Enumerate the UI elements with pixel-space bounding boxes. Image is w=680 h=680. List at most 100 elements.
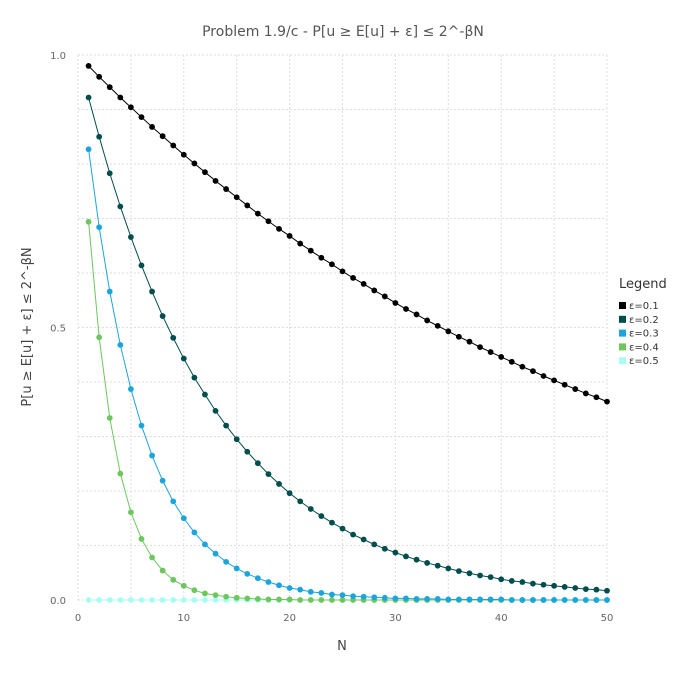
x-axis-label: N xyxy=(337,639,347,654)
legend-title: Legend xyxy=(619,277,667,292)
data-point xyxy=(85,63,92,69)
data-point xyxy=(350,531,356,538)
data-point xyxy=(265,596,272,603)
data-point xyxy=(244,595,251,602)
data-point xyxy=(244,448,251,455)
data-point xyxy=(233,594,240,601)
data-point xyxy=(434,562,441,569)
data-point xyxy=(233,436,240,443)
data-point xyxy=(85,218,92,225)
data-point xyxy=(487,574,494,581)
legend-label: ε=0.4 xyxy=(629,342,659,353)
data-point xyxy=(138,262,145,269)
data-point xyxy=(582,597,589,603)
data-point xyxy=(265,579,272,585)
data-point xyxy=(466,570,473,577)
data-point xyxy=(202,169,208,176)
data-point xyxy=(424,596,431,602)
data-point xyxy=(508,597,515,603)
data-point xyxy=(540,373,547,379)
data-point xyxy=(265,471,272,478)
data-point xyxy=(265,218,272,225)
data-point xyxy=(254,596,261,602)
data-point xyxy=(149,597,155,603)
data-point xyxy=(360,593,367,600)
data-point xyxy=(307,506,314,512)
data-point xyxy=(223,186,230,192)
data-point xyxy=(498,596,505,603)
data-point xyxy=(339,525,346,532)
legend-label: ε=0.3 xyxy=(629,329,659,340)
data-point xyxy=(339,268,346,275)
data-point xyxy=(159,477,166,484)
data-point xyxy=(318,590,325,596)
data-point xyxy=(371,541,378,548)
data-point xyxy=(180,582,187,589)
data-point xyxy=(551,377,557,384)
data-point xyxy=(149,124,155,130)
x-tick-label: 20 xyxy=(283,613,296,624)
y-axis-label: P[u ≥ E[u] + ε] ≤ 2^-βN xyxy=(20,247,35,406)
data-point xyxy=(96,334,103,341)
data-point xyxy=(254,575,261,582)
data-point xyxy=(455,568,462,575)
chart-title: Problem 1.9/c - P[u ≥ E[u] + ε] ≤ 2^-βN xyxy=(202,24,484,40)
data-point xyxy=(149,554,155,561)
data-point xyxy=(170,142,177,149)
data-point xyxy=(477,572,483,579)
data-point xyxy=(127,509,134,516)
data-point xyxy=(127,104,134,111)
data-point xyxy=(604,398,610,405)
data-point xyxy=(551,597,557,603)
x-tick-label: 50 xyxy=(601,613,614,624)
data-point xyxy=(202,590,208,597)
data-point xyxy=(540,597,547,603)
data-point xyxy=(339,597,346,603)
data-point xyxy=(307,247,314,254)
data-point xyxy=(582,390,589,397)
x-tick-label: 30 xyxy=(389,613,402,624)
data-point xyxy=(466,596,473,603)
data-point xyxy=(106,415,113,421)
data-point xyxy=(329,591,335,598)
data-point xyxy=(371,287,378,294)
data-point xyxy=(191,529,198,536)
data-point xyxy=(117,342,124,348)
data-point xyxy=(191,597,198,603)
data-point xyxy=(508,578,515,584)
data-point xyxy=(244,570,251,577)
data-point xyxy=(191,160,198,167)
data-point xyxy=(202,391,208,398)
data-point xyxy=(434,322,441,329)
legend-swatch xyxy=(619,329,626,337)
legend-swatch xyxy=(619,357,626,365)
data-point xyxy=(582,586,589,592)
data-point xyxy=(96,597,103,603)
data-point xyxy=(561,597,568,603)
data-point xyxy=(170,498,177,505)
data-point xyxy=(286,585,293,591)
y-tick-label: 0.5 xyxy=(50,324,66,335)
data-point xyxy=(212,592,219,598)
data-point xyxy=(403,553,409,560)
data-point xyxy=(96,73,103,80)
data-point xyxy=(297,597,304,603)
data-point xyxy=(307,588,314,595)
data-point xyxy=(455,333,462,340)
data-point xyxy=(392,549,399,556)
data-point xyxy=(138,597,145,603)
data-point xyxy=(318,597,325,603)
data-point xyxy=(329,597,335,603)
data-point xyxy=(318,254,325,261)
data-point xyxy=(96,133,103,140)
y-tick-label: 1.0 xyxy=(50,51,66,62)
data-point xyxy=(85,146,92,153)
data-point xyxy=(159,313,166,319)
data-point xyxy=(180,355,187,362)
data-point xyxy=(106,84,113,91)
data-point xyxy=(530,368,536,374)
legend-label: ε=0.1 xyxy=(629,301,659,312)
data-point xyxy=(466,338,473,345)
